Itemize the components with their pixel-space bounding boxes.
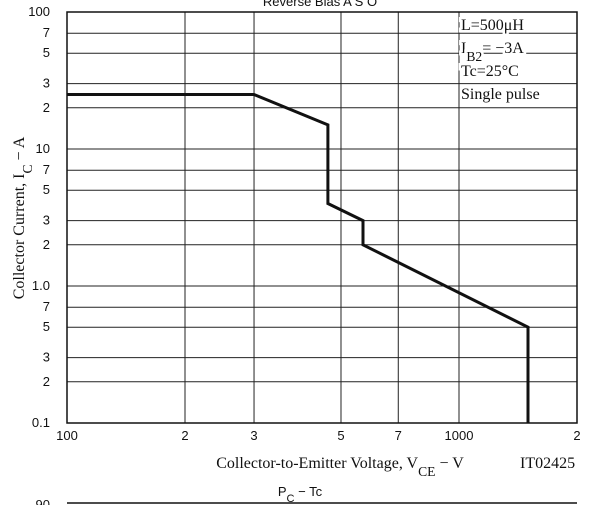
text-part: − Tc <box>295 484 323 499</box>
y-tick-label: 2 <box>43 237 50 252</box>
x-tick-label: 1000 <box>445 428 474 443</box>
text-part: − A <box>11 136 28 164</box>
x-tick-label: 100 <box>56 428 78 443</box>
text-part: P <box>278 484 287 499</box>
chart-title: Reverse Bias A S O <box>263 0 377 9</box>
y-tick-label: 5 <box>43 182 50 197</box>
y-tick-label: 2 <box>43 374 50 389</box>
text-part: L=500μH <box>461 17 524 34</box>
text-part: Tc=25°C <box>461 63 519 80</box>
y-tick-label: 3 <box>43 350 50 365</box>
text-part: − V <box>435 455 464 472</box>
text-part: Single pulse <box>461 86 540 103</box>
plot-frame <box>66 11 578 424</box>
y-tick-label: 5 <box>43 45 50 60</box>
x-tick-label: 2 <box>573 428 580 443</box>
annotation: Single pulse <box>461 86 540 103</box>
annotation: L=500μH <box>461 17 524 34</box>
annotation: IB2= −3A <box>461 40 524 64</box>
next-chart-tick: 90 <box>36 497 50 505</box>
next-chart-title: PC − Tc <box>278 484 323 505</box>
y-tick-label: 100 <box>28 4 50 19</box>
y-tick-label: 7 <box>43 162 50 177</box>
y-tick-label: 5 <box>43 319 50 334</box>
text-part: = −3A <box>482 40 524 57</box>
x-tick-label: 2 <box>181 428 188 443</box>
y-tick-label: 2 <box>43 100 50 115</box>
y-tick-label: 7 <box>43 25 50 40</box>
y-tick-label: 1.0 <box>32 278 50 293</box>
y-tick-label: 3 <box>43 213 50 228</box>
y-axis-label: Collector Current, IC − A <box>11 136 35 299</box>
annotation: Tc=25°C <box>461 63 519 80</box>
x-axis-label: Collector-to-Emitter Voltage, VCE − V <box>216 455 464 479</box>
subscript: C <box>20 164 35 173</box>
subscript: B2 <box>466 49 482 64</box>
x-tick-label: 3 <box>250 428 257 443</box>
y-tick-label: 7 <box>43 299 50 314</box>
y-tick-label: 10 <box>36 141 50 156</box>
subscript: C <box>287 493 295 505</box>
y-tick-label: 3 <box>43 76 50 91</box>
text-part: Collector-to-Emitter Voltage, V <box>216 455 418 472</box>
text-part: I <box>461 40 466 57</box>
text-part: Collector Current, I <box>11 174 28 300</box>
figure-code: IT02425 <box>520 455 575 472</box>
data-line <box>67 93 530 423</box>
y-tick-label: 0.1 <box>32 415 50 430</box>
x-tick-label: 5 <box>337 428 344 443</box>
x-tick-label: 7 <box>395 428 402 443</box>
subscript: CE <box>418 464 435 479</box>
